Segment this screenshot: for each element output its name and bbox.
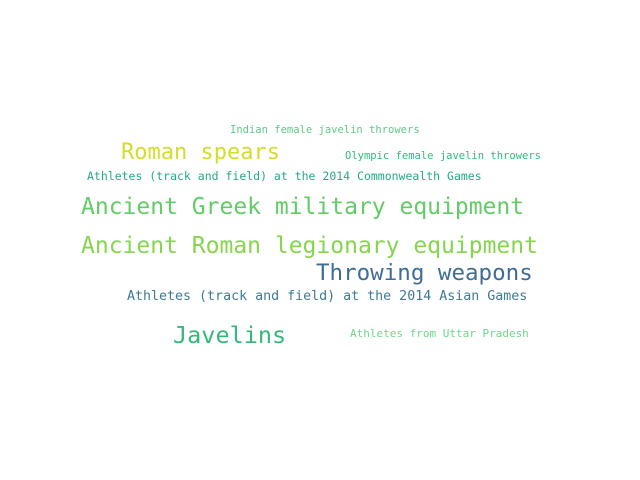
word-javelins: Javelins: [173, 321, 287, 349]
word-athletes-from-uttar-pradesh: Athletes from Uttar Pradesh: [350, 327, 529, 340]
word-athletes-2014-asian-games: Athletes (track and field) at the 2014 A…: [127, 289, 528, 304]
word-olympic-female-javelin-throwers: Olympic female javelin throwers: [345, 150, 541, 162]
word-ancient-roman-legionary-equipment: Ancient Roman legionary equipment: [81, 233, 538, 259]
word-ancient-greek-military-equipment: Ancient Greek military equipment: [81, 194, 525, 220]
word-roman-spears: Roman spears: [121, 140, 280, 165]
word-throwing-weapons: Throwing weapons: [316, 260, 533, 286]
word-indian-female-javelin-throwers: Indian female javelin throwers: [230, 124, 420, 136]
word-athletes-2014-commonwealth-games: Athletes (track and field) at the 2014 C…: [87, 169, 482, 183]
